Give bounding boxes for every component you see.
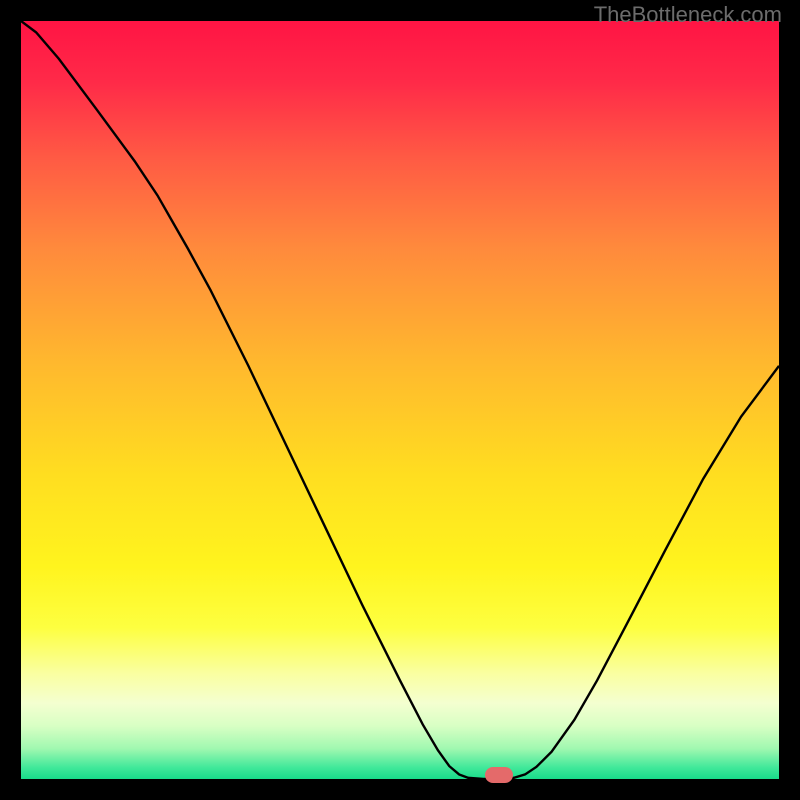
bottleneck-curve <box>21 21 779 779</box>
chart-frame: { "chart": { "type": "line", "frame": { … <box>0 0 800 800</box>
bottleneck-curve-svg <box>21 21 779 779</box>
optimal-point-marker <box>485 767 513 783</box>
watermark-text: TheBottleneck.com <box>594 2 782 28</box>
plot-area <box>21 21 779 779</box>
